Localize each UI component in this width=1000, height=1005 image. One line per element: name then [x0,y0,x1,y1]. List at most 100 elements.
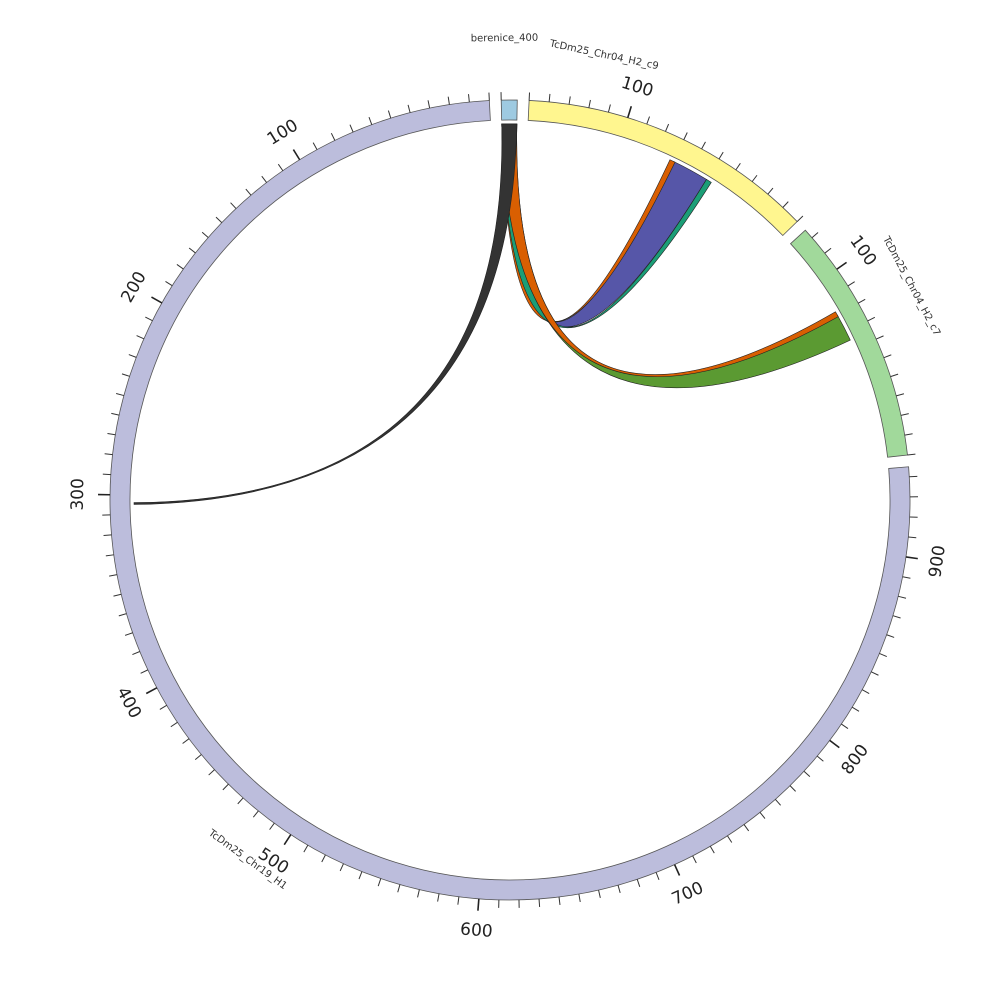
minor-tick-chr19-130 [246,189,251,195]
minor-tick-chr19-540 [359,872,362,879]
minor-tick-c7-80 [858,299,865,303]
minor-tick-chr19-190 [165,281,172,285]
minor-tick-chr19-20 [448,97,449,105]
major-tick-chr19-800 [830,740,840,747]
major-tick-chr19-500 [284,835,291,845]
minor-tick-chr19-330 [106,555,114,556]
minor-tick-chr19-890 [903,577,911,579]
minor-tick-chr19-160 [202,232,208,237]
minor-tick-chr19-730 [727,836,731,843]
minor-tick-chr19-750 [760,812,765,818]
minor-tick-chr19-560 [398,885,400,893]
minor-tick-chr19-790 [817,756,823,761]
minor-tick-chr19-40 [408,105,410,113]
minor-tick-c7-50 [884,355,891,358]
minor-tick-chr19-470 [238,798,243,804]
minor-tick-chr19-850 [879,653,886,656]
minor-tick-chr19-270 [107,433,115,434]
minor-tick-c9-10 [783,202,788,208]
minor-tick-c7-10 [905,434,913,435]
tick-label-chr19-400: 400 [112,684,145,722]
minor-tick-chr19-110 [278,164,283,171]
tick-label-chr19-100: 100 [264,116,302,150]
minor-tick-chr19-810 [841,724,848,728]
link-berenice-chr19-5 [134,124,517,504]
minor-tick-chr19-240 [122,374,130,376]
minor-tick-c9-70 [684,133,687,140]
minor-tick-c7-20 [901,414,909,416]
minor-tick-c7-30 [896,394,904,396]
minor-tick-chr19-410 [160,705,167,709]
minor-tick-chr19-510 [304,845,308,852]
minor-tick-chr19-550 [378,879,381,887]
minor-tick-chr19-390 [141,670,148,673]
major-tick-chr19-400 [146,688,157,694]
minor-tick-chr19-590 [458,897,459,905]
tick-label-chr19-200: 200 [117,268,150,306]
minor-tick-c9-140 [549,94,550,102]
minor-tick-c7-90 [848,282,855,286]
minor-tick-c9-20 [768,188,773,194]
minor-tick-chr19-220 [137,336,144,339]
minor-tick-chr19-580 [438,894,439,902]
minor-tick-chr19-690 [656,872,659,879]
minor-tick-chr19-140 [231,203,236,209]
tick-label-chr19-300: 300 [68,478,88,511]
minor-tick-c7-0 [907,454,915,455]
minor-tick-chr19-660 [599,890,601,898]
minor-tick-chr19-480 [253,811,258,817]
minor-tick-chr19-360 [119,614,127,616]
minor-tick-chr19-570 [418,890,420,898]
minor-tick-chr19-460 [223,784,229,790]
major-tick-c9-100 [628,106,632,117]
minor-tick-chr19-430 [183,739,189,744]
minor-tick-c9-60 [702,142,706,149]
minor-tick-chr19-870 [893,616,901,618]
minor-tick-chr19-450 [209,770,215,775]
minor-tick-c7-40 [890,374,898,376]
minor-tick-chr19-720 [710,846,714,853]
major-tick-chr19-200 [151,297,161,303]
minor-tick-chr19-90 [313,143,317,150]
minor-tick-chr19-120 [262,176,267,182]
tick-label-chr19-900: 900 [925,544,949,579]
minor-tick-chr19-490 [270,823,275,829]
minor-tick-chr19-250 [116,393,124,395]
segment-label-c7: TcDm25_Chr04_H2_c7 [880,234,942,338]
minor-tick-chr19-640 [559,897,560,905]
minor-tick-chr19-30 [428,100,430,108]
minor-tick-chr19-770 [790,786,796,792]
minor-tick-chr19-340 [109,575,117,576]
minor-tick-chr19-370 [125,633,133,636]
minor-tick-chr19-60 [369,117,372,125]
minor-tick-chr19-440 [195,755,201,760]
minor-tick-chr19-280 [105,454,113,455]
tick-label-c7-100: 100 [845,232,880,270]
minor-tick-chr19-420 [171,722,178,726]
minor-tick-c9-30 [752,175,757,181]
minor-tick-chr19-380 [132,652,139,655]
minor-tick-chr19-50 [388,111,390,119]
minor-tick-chr19-630 [539,899,540,907]
minor-tick-chr19-210 [145,317,152,321]
major-tick-c7-100 [837,262,847,269]
minor-tick-c9-80 [665,124,668,131]
minor-tick-c9-130 [569,96,570,104]
minor-tick-chr19-820 [852,707,859,711]
minor-tick-chr19-780 [804,771,810,776]
minor-tick-chr19-740 [744,824,749,830]
minor-tick-chr19-860 [887,635,895,638]
minor-tick-chr19-880 [898,596,906,598]
minor-tick-c9-90 [647,117,650,125]
minor-tick-chr19-180 [177,264,184,269]
minor-tick-chr19-760 [775,799,780,805]
minor-tick-c7-70 [868,317,875,321]
minor-tick-chr19-840 [871,672,878,675]
minor-tick-c9-50 [719,152,723,159]
minor-tick-chr19-230 [129,355,136,358]
minor-tick-chr19-150 [216,217,222,223]
major-tick-chr19-900 [906,557,918,559]
segment-label-c9: TcDm25_Chr04_H2_c9 [548,38,660,72]
